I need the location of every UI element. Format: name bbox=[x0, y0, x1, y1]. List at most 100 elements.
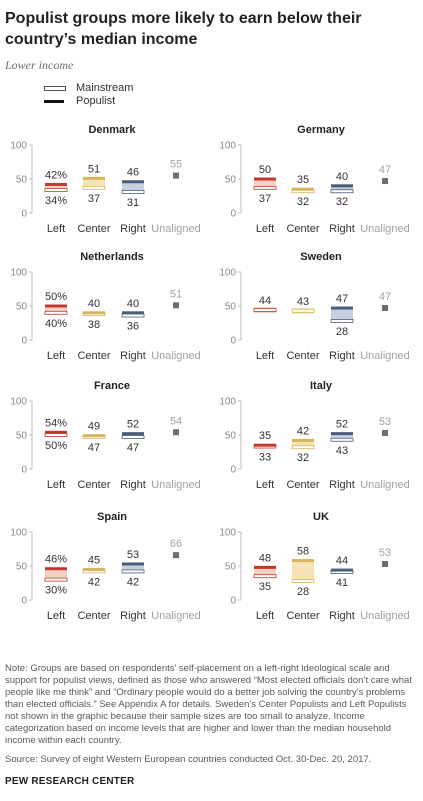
netherlands-right-populist-mark bbox=[122, 311, 144, 315]
germany-y-tick-label: 50 bbox=[225, 175, 237, 186]
france-category-label-right: Right bbox=[120, 479, 146, 491]
legend-swatch-mainstream bbox=[44, 86, 66, 91]
france-y-tick-label: 50 bbox=[16, 431, 28, 442]
france-right-mainstream-mark bbox=[121, 435, 145, 439]
germany-left-mainstream-mark bbox=[253, 185, 277, 190]
netherlands-center-bottom-label: 38 bbox=[88, 319, 100, 331]
germany-center-bottom-label: 32 bbox=[297, 196, 309, 208]
italy-right-mainstream-mark bbox=[330, 437, 354, 442]
italy-right-range-band bbox=[331, 433, 353, 440]
uk-center-populist-mark bbox=[292, 559, 314, 563]
france-right-bottom-label: 47 bbox=[127, 442, 139, 454]
france-unaligned-marker bbox=[173, 429, 179, 436]
germany-panel-title: Germany bbox=[297, 124, 346, 136]
sweden-center-top-label: 43 bbox=[297, 296, 309, 308]
germany-category-label-center: Center bbox=[286, 223, 319, 235]
denmark-left-bottom-label: 34% bbox=[45, 195, 67, 207]
sweden-unaligned-marker bbox=[382, 305, 388, 312]
chart-title: Populist groups more likely to earn belo… bbox=[5, 10, 362, 48]
germany-y-tick-label: 100 bbox=[219, 141, 236, 152]
uk-unaligned-label: 53 bbox=[379, 547, 391, 559]
denmark-center-populist-mark bbox=[83, 176, 105, 180]
netherlands-right-top-label: 40 bbox=[127, 298, 139, 310]
sweden-right-bottom-label: 28 bbox=[336, 326, 348, 338]
germany-right-range-band bbox=[331, 185, 353, 192]
denmark-center-bottom-label: 37 bbox=[88, 193, 100, 205]
denmark-right-bottom-label: 31 bbox=[127, 197, 139, 209]
germany-category-label-unaligned: Unaligned bbox=[360, 223, 410, 235]
italy-center-top-label: 42 bbox=[297, 425, 309, 437]
germany-unaligned-label: 47 bbox=[379, 164, 391, 176]
uk-unaligned-marker bbox=[382, 560, 388, 567]
france-category-label-left: Left bbox=[47, 479, 65, 491]
germany-right-mainstream-mark bbox=[330, 189, 354, 194]
italy-right-top-label: 52 bbox=[336, 419, 348, 431]
italy-y-tick-label: 50 bbox=[225, 431, 237, 442]
germany-left-bottom-label: 37 bbox=[259, 193, 271, 205]
uk-left-mainstream-mark bbox=[253, 574, 277, 579]
denmark-y-tick-label: 50 bbox=[16, 175, 28, 186]
spain-panel-title: Spain bbox=[97, 511, 127, 523]
netherlands-right-mainstream-mark bbox=[121, 313, 145, 318]
france-left-populist-mark bbox=[45, 430, 67, 434]
uk-center-top-label: 58 bbox=[297, 546, 309, 558]
uk-right-bottom-label: 41 bbox=[336, 577, 348, 589]
denmark-panel-title: Denmark bbox=[88, 124, 136, 136]
spain-unaligned-label: 66 bbox=[170, 538, 182, 550]
france-panel-title: France bbox=[94, 380, 130, 392]
chart-subtitle: Lower income bbox=[5, 58, 74, 72]
uk-center-mainstream-mark bbox=[291, 579, 315, 583]
spain-y-tick-label: 50 bbox=[16, 562, 28, 573]
spain-category-label-right: Right bbox=[120, 610, 146, 622]
germany-center-populist-mark bbox=[292, 187, 314, 191]
uk-y-tick-label: 0 bbox=[230, 596, 236, 607]
uk-panel-title: UK bbox=[313, 511, 329, 523]
italy-panel-title: Italy bbox=[310, 380, 333, 392]
denmark-right-mainstream-mark bbox=[121, 190, 145, 194]
italy-unaligned-marker bbox=[382, 429, 388, 436]
france-y-tick-label: 0 bbox=[21, 465, 27, 476]
netherlands-left-range-band bbox=[45, 306, 67, 313]
france-right-top-label: 52 bbox=[127, 419, 139, 431]
uk-left-range-band bbox=[254, 567, 276, 577]
netherlands-panel-title: Netherlands bbox=[80, 251, 144, 263]
spain-right-top-label: 53 bbox=[127, 549, 139, 561]
uk-right-top-label: 44 bbox=[336, 555, 348, 567]
sweden-category-label-unaligned: Unaligned bbox=[360, 350, 410, 362]
sweden-unaligned-label: 47 bbox=[379, 291, 391, 303]
legend-item-mainstream: Mainstream bbox=[44, 82, 133, 95]
uk-y-tick-label: 100 bbox=[219, 528, 236, 539]
sweden-category-label-left: Left bbox=[256, 350, 274, 362]
germany-category-label-left: Left bbox=[256, 223, 274, 235]
denmark-y-tick-label: 0 bbox=[21, 209, 27, 220]
germany-left-range-band bbox=[254, 179, 276, 188]
spain-right-mainstream-mark bbox=[121, 569, 145, 574]
denmark-right-range-band bbox=[122, 181, 144, 192]
sweden-right-top-label: 47 bbox=[336, 293, 348, 305]
italy-center-range-band bbox=[292, 440, 314, 448]
uk-right-populist-mark bbox=[331, 568, 353, 572]
spain-right-populist-mark bbox=[122, 562, 144, 566]
denmark-right-top-label: 46 bbox=[127, 167, 139, 179]
germany-unaligned-marker bbox=[382, 178, 388, 185]
netherlands-unaligned-marker bbox=[173, 302, 179, 309]
sweden-category-label-right: Right bbox=[329, 350, 355, 362]
germany-right-top-label: 40 bbox=[336, 171, 348, 183]
netherlands-category-label-center: Center bbox=[77, 350, 110, 362]
uk-center-bottom-label: 28 bbox=[297, 586, 309, 598]
spain-unaligned-marker bbox=[173, 552, 179, 559]
denmark-category-label-unaligned: Unaligned bbox=[151, 223, 201, 235]
uk-y-tick-label: 50 bbox=[225, 562, 237, 573]
uk-center-range-band bbox=[292, 560, 314, 581]
denmark-category-label-right: Right bbox=[120, 223, 146, 235]
spain-left-populist-mark bbox=[45, 567, 67, 571]
footnote: Note: Groups are based on respondents’ s… bbox=[5, 663, 412, 746]
italy-y-tick-label: 100 bbox=[219, 397, 236, 408]
uk-left-bottom-label: 35 bbox=[259, 581, 271, 593]
italy-left-bottom-label: 33 bbox=[259, 452, 271, 464]
france-y-tick-label: 100 bbox=[10, 397, 27, 408]
france-category-label-unaligned: Unaligned bbox=[151, 479, 201, 491]
sweden-left-top-label: 44 bbox=[259, 295, 271, 307]
italy-right-populist-mark bbox=[331, 432, 353, 436]
legend-label-mainstream: Mainstream bbox=[76, 82, 134, 94]
